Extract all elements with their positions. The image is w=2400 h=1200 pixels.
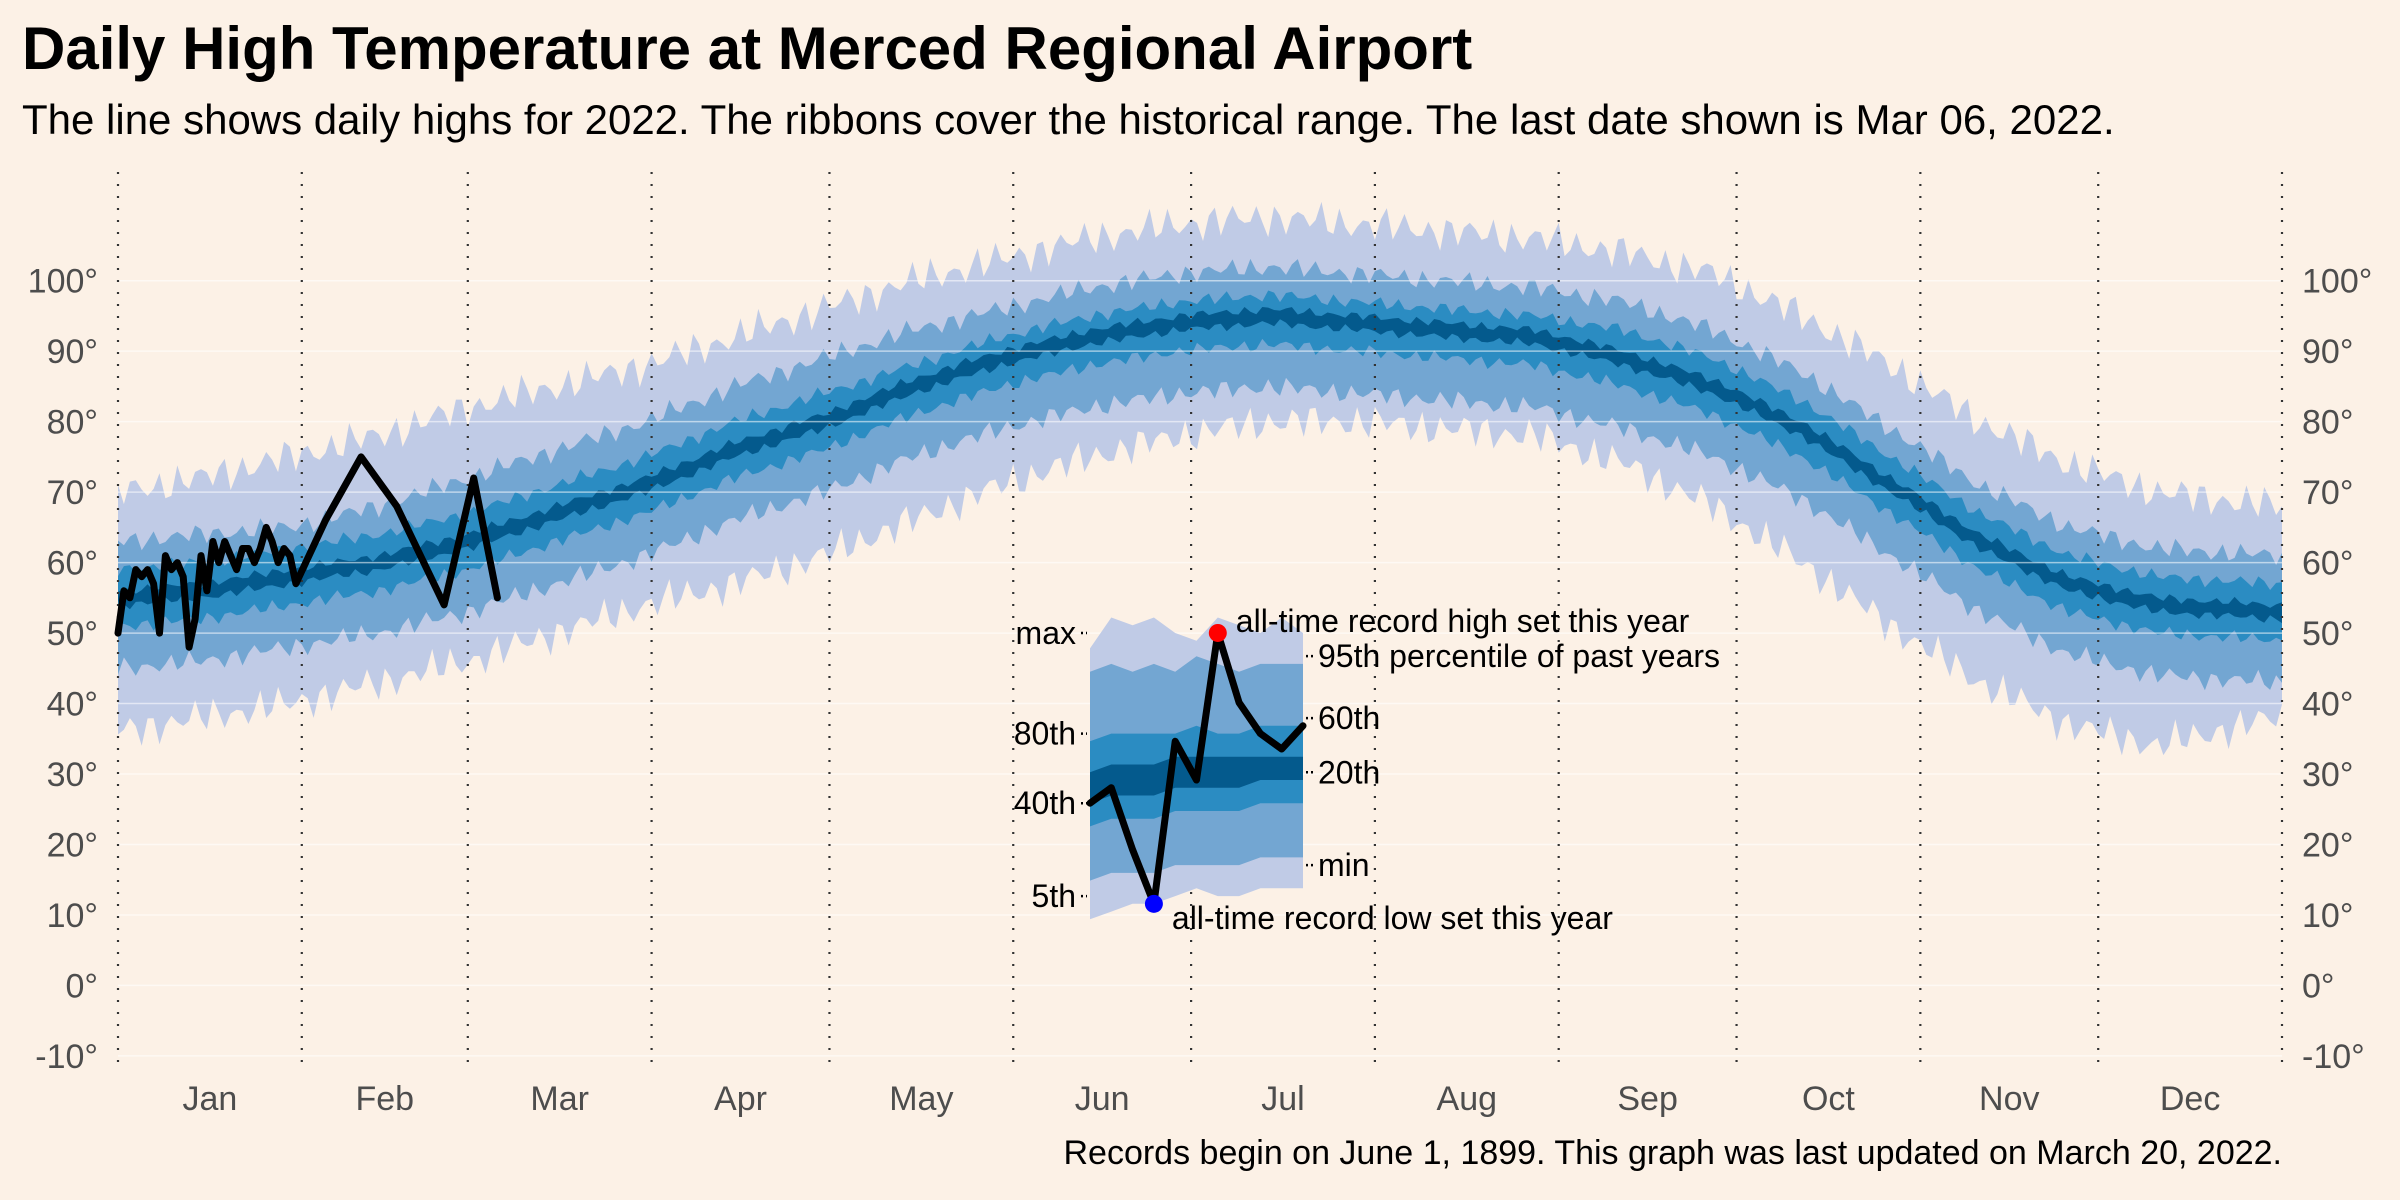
y-tick-label-right: 40° bbox=[2302, 686, 2353, 724]
y-tick-label-right: 60° bbox=[2302, 545, 2353, 583]
legend-label-left: max bbox=[1016, 615, 1076, 651]
record-low-marker bbox=[1144, 894, 1163, 913]
x-tick-label: Jul bbox=[1261, 1080, 1304, 1118]
chart-title: Daily High Temperature at Merced Regiona… bbox=[22, 15, 1473, 82]
y-tick-label-right: 80° bbox=[2302, 404, 2353, 442]
y-tick-label-right: 20° bbox=[2302, 826, 2353, 864]
record-low-label: all-time record low set this year bbox=[1172, 900, 1613, 936]
y-tick-label-left: 80° bbox=[47, 404, 98, 442]
y-tick-label-right: 70° bbox=[2302, 474, 2353, 512]
legend-label-right: min bbox=[1318, 847, 1370, 883]
x-tick-label: Aug bbox=[1437, 1080, 1498, 1118]
band-5th-95th bbox=[118, 258, 2282, 691]
legend-label-right: 95th percentile of past years bbox=[1318, 638, 1720, 674]
x-tick-label: Dec bbox=[2160, 1080, 2220, 1118]
legend-label-left: 5th bbox=[1032, 878, 1076, 914]
series-line-2022 bbox=[114, 453, 501, 651]
x-tick-label: May bbox=[889, 1080, 953, 1118]
x-tick-label: Mar bbox=[530, 1080, 589, 1118]
y-tick-label-left: -10° bbox=[35, 1038, 98, 1076]
y-tick-label-left: 50° bbox=[47, 615, 98, 653]
y-tick-label-left: 10° bbox=[47, 897, 98, 935]
x-tick-label: Nov bbox=[1979, 1080, 2039, 1118]
band-20th-80th bbox=[118, 290, 2282, 643]
y-tick-label-left: 100° bbox=[28, 263, 98, 301]
y-tick-label-right: 30° bbox=[2302, 756, 2353, 794]
x-tick-label: Feb bbox=[355, 1080, 414, 1118]
legend-label-left: 80th bbox=[1014, 716, 1076, 752]
y-tick-label-left: 40° bbox=[47, 686, 98, 724]
x-tick-label: Sep bbox=[1617, 1080, 1678, 1118]
y-tick-label-right: 90° bbox=[2302, 333, 2353, 371]
chart-caption: Records begin on June 1, 1899. This grap… bbox=[1063, 1134, 2282, 1172]
y-tick-label-right: 50° bbox=[2302, 615, 2353, 653]
y-tick-label-left: 70° bbox=[47, 474, 98, 512]
legend-label-right: 60th bbox=[1318, 700, 1380, 736]
y-tick-label-left: 20° bbox=[47, 826, 98, 864]
legend-label-left: 40th bbox=[1014, 785, 1076, 821]
y-tick-label-left: 0° bbox=[65, 967, 98, 1005]
y-tick-label-right: -10° bbox=[2302, 1038, 2365, 1076]
x-tick-label: Apr bbox=[714, 1080, 767, 1118]
legend-label-right: 20th bbox=[1318, 754, 1380, 790]
record-high-label: all-time record high set this year bbox=[1236, 603, 1690, 639]
y-tick-label-right: 0° bbox=[2302, 967, 2335, 1005]
y-tick-label-left: 30° bbox=[47, 756, 98, 794]
x-tick-label: Oct bbox=[1802, 1080, 1855, 1118]
y-tick-label-left: 60° bbox=[47, 545, 98, 583]
record-high-marker bbox=[1208, 623, 1227, 642]
band-40th-60th bbox=[118, 307, 2282, 624]
band-record-range bbox=[118, 201, 2282, 756]
y-tick-label-left: 90° bbox=[47, 333, 98, 371]
x-tick-label: Jan bbox=[182, 1080, 237, 1118]
legend-line bbox=[1086, 629, 1307, 908]
x-tick-label: Jun bbox=[1075, 1080, 1130, 1118]
y-tick-label-right: 10° bbox=[2302, 897, 2353, 935]
y-tick-label-right: 100° bbox=[2302, 263, 2372, 301]
chart-subtitle: The line shows daily highs for 2022. The… bbox=[22, 96, 2115, 143]
